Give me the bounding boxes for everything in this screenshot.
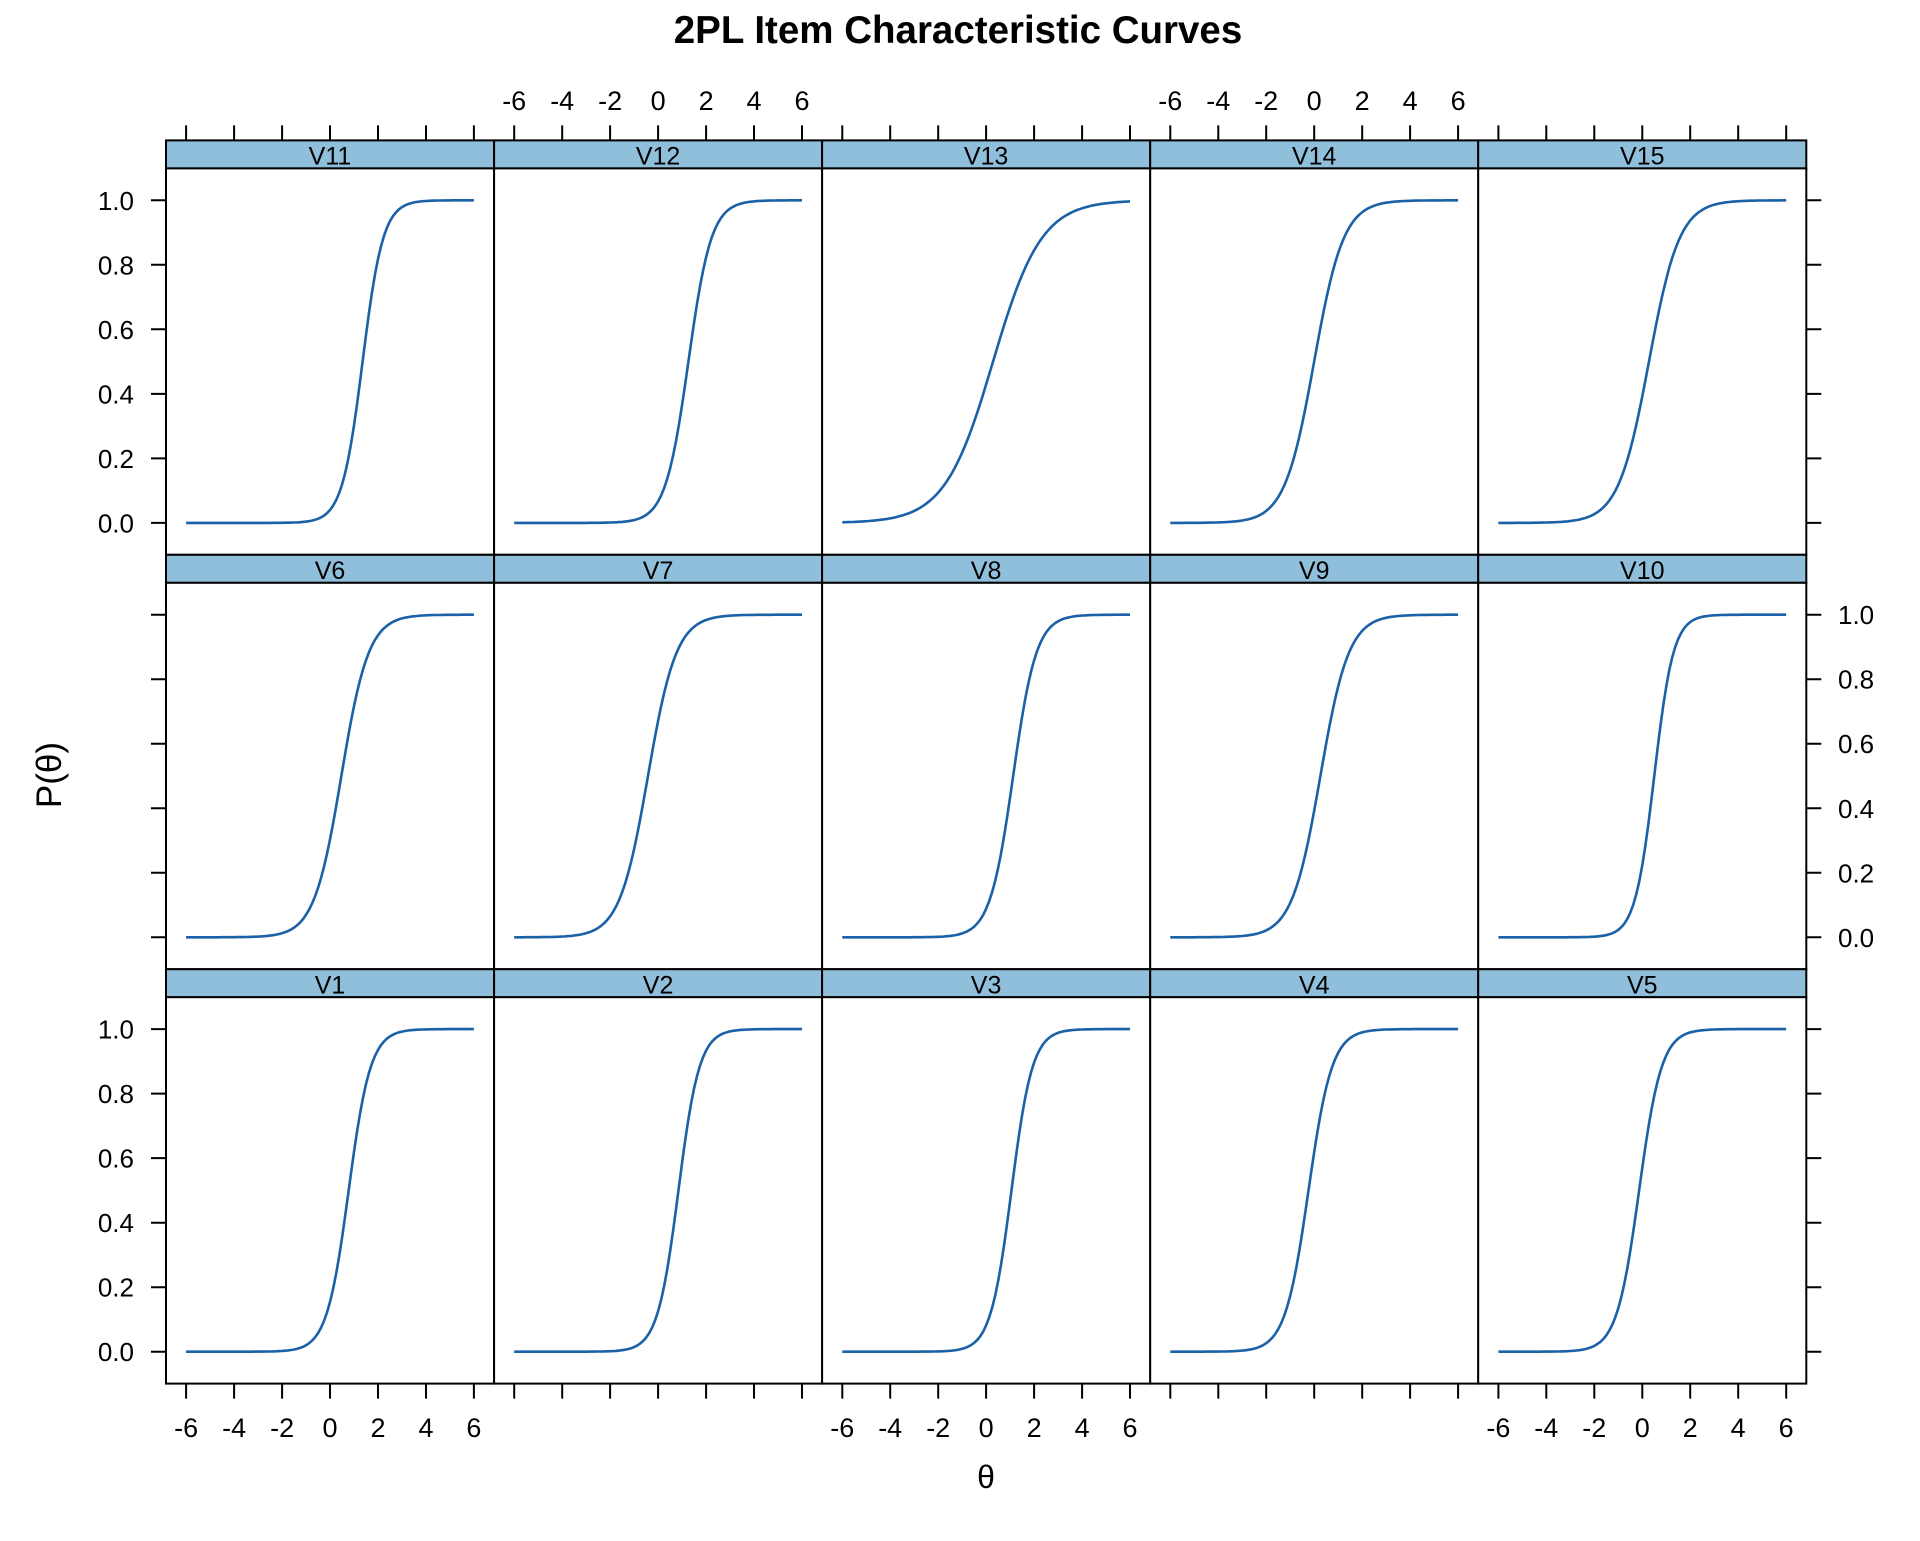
svg-text:4: 4 xyxy=(1075,1413,1090,1443)
svg-text:-6: -6 xyxy=(174,1413,198,1443)
svg-text:-2: -2 xyxy=(1582,1413,1606,1443)
svg-text:0.6: 0.6 xyxy=(98,315,134,345)
svg-text:6: 6 xyxy=(794,86,809,116)
svg-text:V12: V12 xyxy=(636,143,680,171)
svg-text:V7: V7 xyxy=(643,557,674,585)
svg-text:2: 2 xyxy=(1027,1413,1042,1443)
svg-text:1.0: 1.0 xyxy=(98,186,134,216)
svg-text:V9: V9 xyxy=(1299,557,1330,585)
svg-text:-4: -4 xyxy=(1206,86,1230,116)
svg-text:V15: V15 xyxy=(1620,143,1664,171)
svg-text:0.0: 0.0 xyxy=(98,508,134,538)
svg-text:6: 6 xyxy=(466,1413,481,1443)
svg-text:2: 2 xyxy=(699,86,714,116)
svg-text:2PL Item Characteristic Curves: 2PL Item Characteristic Curves xyxy=(674,9,1243,52)
svg-text:0.8: 0.8 xyxy=(1838,665,1874,695)
svg-text:4: 4 xyxy=(1731,1413,1746,1443)
svg-text:P(θ): P(θ) xyxy=(30,742,69,808)
svg-text:0.2: 0.2 xyxy=(98,444,134,474)
svg-text:0.4: 0.4 xyxy=(1838,794,1874,824)
svg-text:6: 6 xyxy=(1779,1413,1794,1443)
svg-text:0.6: 0.6 xyxy=(98,1144,134,1174)
svg-text:0.4: 0.4 xyxy=(98,1208,134,1238)
svg-text:0.8: 0.8 xyxy=(98,250,134,280)
svg-text:6: 6 xyxy=(1122,1413,1137,1443)
svg-text:-4: -4 xyxy=(878,1413,902,1443)
svg-text:0: 0 xyxy=(1635,1413,1650,1443)
svg-text:θ: θ xyxy=(977,1459,995,1495)
svg-text:-2: -2 xyxy=(926,1413,950,1443)
svg-text:0.6: 0.6 xyxy=(1838,729,1874,759)
svg-text:V14: V14 xyxy=(1292,143,1337,171)
svg-text:-2: -2 xyxy=(1254,86,1278,116)
svg-text:-4: -4 xyxy=(222,1413,246,1443)
svg-text:0.2: 0.2 xyxy=(98,1273,134,1303)
svg-text:0: 0 xyxy=(979,1413,994,1443)
svg-text:-6: -6 xyxy=(1486,1413,1510,1443)
svg-text:-2: -2 xyxy=(270,1413,294,1443)
svg-text:2: 2 xyxy=(1683,1413,1698,1443)
svg-text:0: 0 xyxy=(322,1413,337,1443)
svg-text:V11: V11 xyxy=(309,143,352,171)
svg-text:0.4: 0.4 xyxy=(98,379,134,409)
svg-text:0.0: 0.0 xyxy=(98,1337,134,1367)
svg-text:2: 2 xyxy=(370,1413,385,1443)
svg-text:V8: V8 xyxy=(971,557,1002,585)
svg-text:V6: V6 xyxy=(315,557,346,585)
svg-text:2: 2 xyxy=(1355,86,1370,116)
svg-text:-6: -6 xyxy=(502,86,526,116)
svg-text:0.8: 0.8 xyxy=(98,1079,134,1109)
svg-text:V13: V13 xyxy=(964,143,1008,171)
svg-text:-6: -6 xyxy=(1158,86,1182,116)
svg-text:0: 0 xyxy=(651,86,666,116)
svg-text:6: 6 xyxy=(1451,86,1466,116)
svg-text:V2: V2 xyxy=(643,971,674,999)
svg-text:V1: V1 xyxy=(315,971,346,999)
svg-text:1.0: 1.0 xyxy=(1838,600,1874,630)
svg-text:V10: V10 xyxy=(1620,557,1664,585)
svg-text:-2: -2 xyxy=(598,86,622,116)
svg-text:1.0: 1.0 xyxy=(98,1015,134,1045)
svg-text:-6: -6 xyxy=(830,1413,854,1443)
svg-text:0.0: 0.0 xyxy=(1838,923,1874,953)
svg-text:-4: -4 xyxy=(1534,1413,1558,1443)
svg-text:0: 0 xyxy=(1307,86,1322,116)
svg-text:V3: V3 xyxy=(971,971,1002,999)
svg-text:V4: V4 xyxy=(1299,971,1330,999)
svg-text:-4: -4 xyxy=(550,86,574,116)
svg-text:0.2: 0.2 xyxy=(1838,858,1874,888)
svg-text:4: 4 xyxy=(746,86,761,116)
svg-text:V5: V5 xyxy=(1627,971,1658,999)
svg-text:4: 4 xyxy=(1403,86,1418,116)
svg-text:4: 4 xyxy=(418,1413,433,1443)
